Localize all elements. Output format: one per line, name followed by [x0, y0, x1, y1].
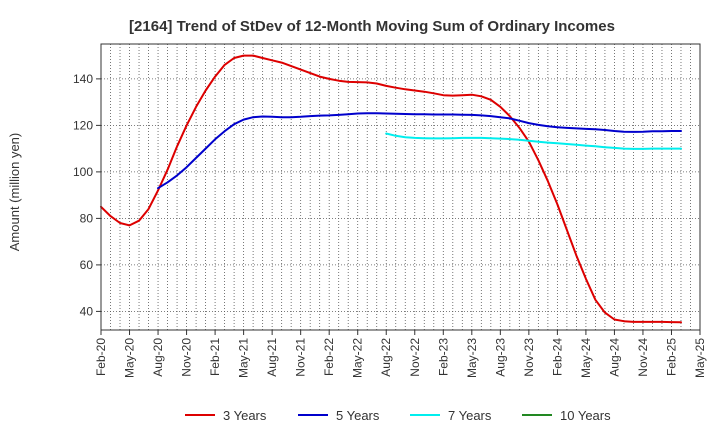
legend-label: 7 Years: [448, 408, 492, 423]
x-tick-label: May-23: [465, 338, 479, 378]
x-tick-label: May-24: [579, 338, 593, 378]
legend-label: 10 Years: [560, 408, 611, 423]
y-axis: 40 60 80 100 120 140: [73, 72, 101, 318]
x-tick-label: Feb-22: [322, 338, 336, 376]
x-tick-label: Nov-23: [522, 338, 536, 377]
x-tick-label: Nov-22: [408, 338, 422, 377]
y-tick-label: 40: [80, 304, 94, 318]
x-tick-label: May-22: [351, 338, 365, 378]
series-line: [157, 112, 682, 190]
y-axis-label: Amount (million yen): [7, 133, 22, 252]
y-tick-label: 100: [73, 165, 93, 179]
x-tick-label: Feb-24: [550, 338, 564, 376]
y-tick-label: 60: [80, 258, 94, 272]
series-lines: [100, 54, 682, 324]
x-tick-label: Aug-21: [265, 338, 279, 377]
x-axis: Feb-20 May-20 Aug-20 Nov-20 Feb-21 May-21 Aug-…: [94, 330, 707, 378]
x-tick-label: Feb-23: [436, 338, 450, 376]
legend-label: 5 Years: [336, 408, 380, 423]
x-tick-label: Aug-23: [493, 338, 507, 377]
x-tick-label: Feb-21: [208, 338, 222, 376]
series-line: [385, 132, 682, 150]
x-tick-label: May-21: [237, 338, 251, 378]
x-tick-label: Nov-24: [636, 338, 650, 377]
chart-title: [2164] Trend of StDev of 12-Month Moving…: [129, 18, 615, 35]
series-line: [100, 54, 682, 324]
y-tick-label: 140: [73, 72, 93, 86]
x-tick-label: Nov-20: [180, 338, 194, 377]
x-tick-label: Feb-20: [94, 338, 108, 376]
grid: [101, 44, 700, 330]
x-tick-label: Nov-21: [294, 338, 308, 377]
x-tick-label: Aug-22: [379, 338, 393, 377]
y-tick-label: 120: [73, 118, 93, 132]
legend-label: 3 Years: [223, 408, 267, 423]
x-tick-label: May-25: [693, 338, 707, 378]
plot-frame: [100, 43, 701, 331]
y-tick-label: 80: [80, 211, 94, 225]
x-tick-label: Feb-25: [664, 338, 678, 376]
x-tick-label: May-20: [123, 338, 137, 378]
legend: 3 Years 5 Years 7 Years 10 Years: [185, 408, 611, 423]
x-tick-label: Aug-20: [151, 338, 165, 377]
x-tick-label: Aug-24: [607, 338, 621, 377]
